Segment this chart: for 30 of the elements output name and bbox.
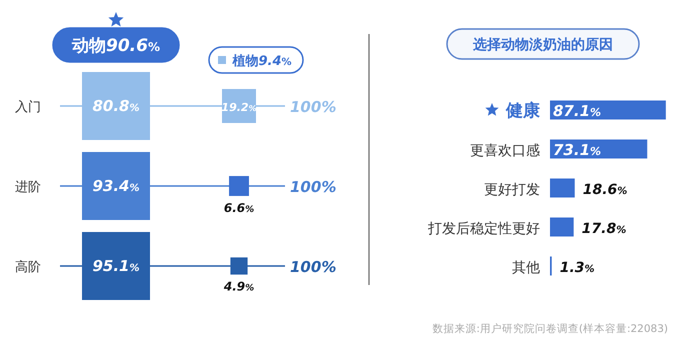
category-label: 进阶	[15, 180, 41, 195]
data-label: 17.8%	[582, 221, 626, 237]
text: 9.4%	[258, 54, 292, 69]
data-label: 73.1%	[553, 141, 602, 159]
data-label: 95.1%	[92, 257, 140, 275]
data-label: 87.1%	[553, 102, 602, 120]
text: 90.6%	[106, 36, 160, 56]
data-label: 1.3%	[560, 260, 595, 276]
data-label: 18.6%	[582, 182, 628, 198]
y-tick-label: 更喜欢口感	[470, 143, 540, 159]
text: 100%	[290, 178, 336, 196]
source-note: 数据来源:用户研究院问卷调查(样本容量:22083)	[432, 322, 668, 335]
bar	[550, 218, 574, 236]
data-label: 19.2%	[221, 101, 257, 114]
chart-title: 选择动物淡奶油的原因	[472, 37, 613, 53]
bar	[550, 178, 575, 198]
y-tick-label: 更好打发	[484, 182, 540, 198]
series-label: 动物	[71, 36, 106, 56]
data-label: 80.8%	[92, 97, 140, 115]
text: 100%	[290, 98, 336, 116]
y-tick-label: 健康	[505, 101, 541, 121]
text: 100%	[290, 258, 336, 276]
category-label: 高阶	[15, 259, 41, 275]
data-label: 6.6%	[224, 200, 254, 215]
category-label: 入门	[15, 99, 41, 115]
y-tick-label: 打发后稳定性更好	[427, 221, 540, 237]
data-label: 93.4%	[92, 177, 140, 195]
y-tick-label: 其他	[512, 260, 540, 276]
data-label: 4.9%	[222, 280, 254, 294]
legend-label: 植物	[231, 54, 258, 69]
